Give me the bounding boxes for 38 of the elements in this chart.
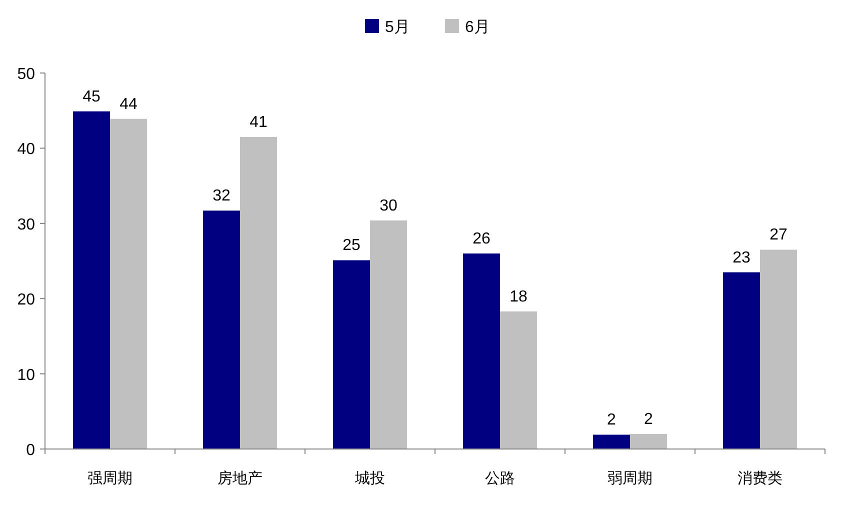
bar bbox=[630, 434, 667, 449]
legend-label: 5月 bbox=[385, 19, 410, 36]
data-label: 27 bbox=[770, 226, 788, 244]
bar bbox=[760, 250, 797, 449]
x-tick-label: 公路 bbox=[485, 469, 515, 487]
bar bbox=[723, 272, 760, 449]
x-tick-label: 强周期 bbox=[88, 469, 132, 487]
y-tick-label: 10 bbox=[17, 366, 36, 384]
bar bbox=[333, 260, 370, 449]
y-tick-label: 0 bbox=[26, 442, 36, 459]
y-tick-label: 40 bbox=[17, 141, 36, 158]
data-label: 41 bbox=[250, 114, 268, 131]
data-label: 32 bbox=[212, 188, 230, 205]
legend-label: 6月 bbox=[465, 19, 490, 36]
bar bbox=[463, 253, 500, 449]
x-tick-label: 弱周期 bbox=[608, 469, 652, 487]
y-tick-label: 50 bbox=[17, 66, 36, 83]
data-label: 30 bbox=[380, 197, 398, 214]
x-tick-label: 消费类 bbox=[738, 469, 782, 487]
bar bbox=[370, 220, 407, 449]
data-label: 2 bbox=[607, 412, 616, 429]
data-label: 45 bbox=[82, 88, 100, 106]
bar bbox=[110, 118, 147, 449]
data-label: 2 bbox=[644, 410, 654, 428]
bar bbox=[203, 210, 240, 449]
data-label: 26 bbox=[472, 230, 490, 248]
bar bbox=[240, 136, 277, 449]
data-label: 25 bbox=[342, 237, 360, 254]
data-label: 23 bbox=[732, 249, 750, 266]
bar bbox=[73, 111, 110, 449]
x-tick-label: 房地产 bbox=[218, 469, 262, 487]
data-label: 18 bbox=[510, 288, 528, 306]
bar bbox=[500, 311, 537, 449]
data-label: 44 bbox=[120, 96, 138, 113]
y-tick-label: 30 bbox=[17, 216, 36, 234]
y-tick-label: 20 bbox=[17, 292, 36, 309]
x-tick-label: 城投 bbox=[354, 469, 385, 487]
bar bbox=[593, 434, 630, 449]
